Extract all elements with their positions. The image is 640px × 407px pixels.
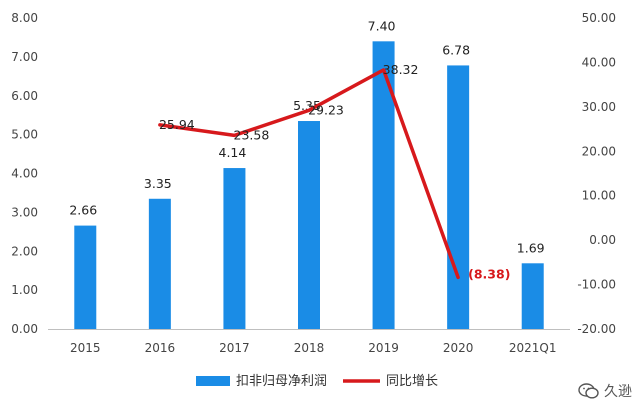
growth-line (158, 68, 460, 280)
y-right-tick-label: 0.00 (589, 233, 616, 247)
y-left-tick-label: 0.00 (11, 322, 38, 336)
bar-data-label: 6.78 (442, 42, 470, 57)
y-right-tick-label: 30.00 (582, 100, 616, 114)
y-left-tick-label: 7.00 (11, 50, 38, 64)
bar (521, 263, 544, 329)
bar (74, 225, 97, 329)
line-data-label: 25.94 (159, 117, 195, 132)
x-tick-label: 2016 (145, 341, 176, 355)
y-left-tick-label: 4.00 (11, 167, 38, 181)
y-right-tick-label: 20.00 (582, 144, 616, 158)
y-left-tick-label: 2.00 (11, 244, 38, 258)
wechat-icon (578, 383, 599, 399)
line-data-label: (8.38) (468, 266, 510, 281)
y-right-tick-label: 10.00 (582, 189, 616, 203)
y-left-tick-label: 6.00 (11, 89, 38, 103)
y-left-tick-label: 3.00 (11, 205, 38, 219)
bar (298, 121, 320, 329)
bar (372, 41, 395, 329)
bar-data-label: 1.69 (517, 240, 545, 255)
x-tick-label: 2019 (368, 341, 399, 355)
y-left-tick-label: 8.00 (11, 11, 38, 25)
y-right-tick-label: 40.00 (582, 55, 616, 69)
bar (447, 65, 470, 330)
y-right-tick-label: 50.00 (582, 11, 616, 25)
x-tick-label: 2018 (294, 341, 325, 355)
line-data-label: 38.32 (383, 62, 419, 77)
x-tick-label: 2015 (70, 341, 101, 355)
bar-data-label: 2.66 (69, 203, 97, 218)
bar-data-label: 4.14 (219, 145, 247, 160)
bar (223, 168, 246, 329)
y-right-tick-label: -10.00 (577, 278, 616, 292)
bar (148, 198, 171, 329)
y-left-tick-label: 1.00 (11, 283, 38, 297)
bar-data-label: 3.35 (144, 176, 172, 191)
legend-bar-label: 扣非归母净利润 (236, 374, 327, 389)
x-tick-label: 2020 (443, 341, 474, 355)
watermark-text: 久逊 (604, 384, 632, 400)
y-left-tick-label: 5.00 (11, 128, 38, 142)
x-tick-label: 2017 (219, 341, 250, 355)
line-data-label: 29.23 (308, 102, 344, 117)
bar-data-label: 7.40 (368, 18, 396, 33)
legend-line-label: 同比增长 (386, 374, 438, 389)
x-tick-label: 2021Q1 (509, 341, 557, 355)
line-data-label: 23.58 (234, 127, 270, 142)
legend-bar-swatch (196, 376, 230, 386)
watermark: 久逊 (578, 381, 632, 401)
y-right-tick-label: -20.00 (577, 322, 616, 336)
